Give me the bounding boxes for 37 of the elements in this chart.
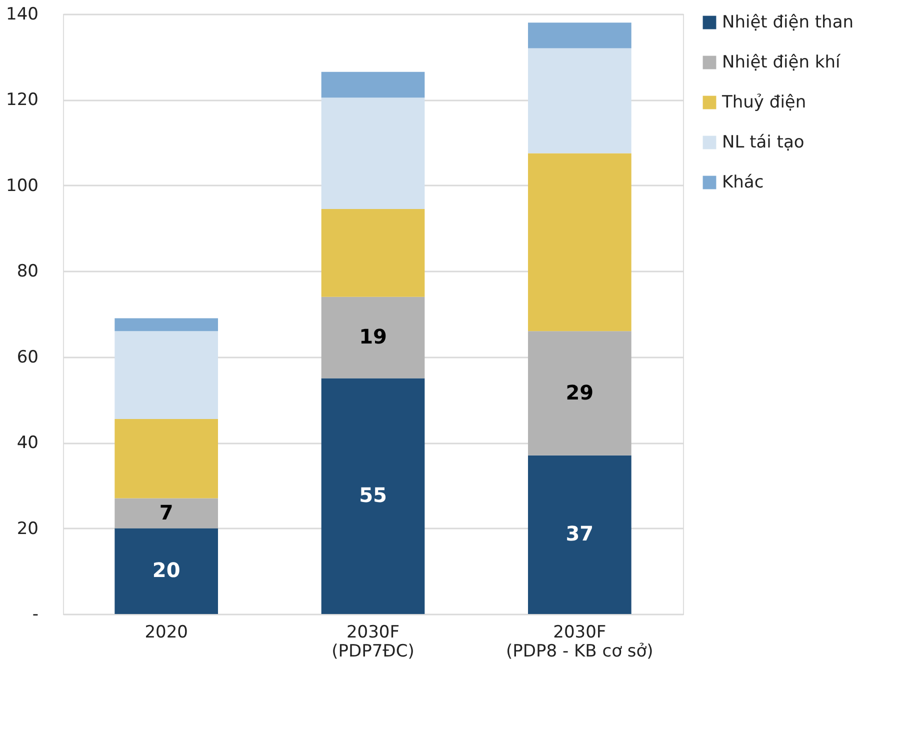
y-tick-label: 20 xyxy=(16,518,38,539)
y-tick-label: 80 xyxy=(16,262,38,282)
bar xyxy=(528,455,632,614)
bar xyxy=(528,48,632,154)
data-label: 19 xyxy=(359,324,387,349)
legend-label: Nhiệt điện than xyxy=(722,12,854,32)
legend-label: Thuỷ điện xyxy=(721,92,806,112)
x-tick-label: 2020 xyxy=(144,622,188,642)
legend-label: NL tái tạo xyxy=(722,132,804,152)
bar xyxy=(321,98,425,209)
y-tick-label: 120 xyxy=(6,90,38,110)
legend-label: Nhiệt điện khí xyxy=(722,52,842,72)
data-label: 29 xyxy=(566,380,594,404)
bar xyxy=(114,419,218,498)
data-label: 37 xyxy=(566,522,594,546)
y-tick-label: - xyxy=(32,604,38,624)
bar xyxy=(528,153,632,332)
legend-label: Khác xyxy=(722,172,764,192)
data-label: 7 xyxy=(159,500,174,524)
bar xyxy=(321,209,425,297)
bar xyxy=(114,331,218,419)
bar xyxy=(321,296,425,378)
data-label: 55 xyxy=(359,483,387,508)
x-tick-label: 2030F (PDP8 - KB cơ sở) xyxy=(506,622,654,662)
bar xyxy=(528,331,632,456)
x-tick-label: 2030F (PDP7ĐC) xyxy=(332,622,414,662)
bar xyxy=(114,318,218,332)
bar xyxy=(528,22,632,48)
y-tick-label: 60 xyxy=(16,347,38,368)
y-tick-label: 100 xyxy=(6,176,38,196)
y-tick-label: 140 xyxy=(6,4,38,24)
bar xyxy=(114,528,218,614)
bar xyxy=(321,72,425,98)
bar xyxy=(114,498,218,528)
data-label: 20 xyxy=(152,558,180,582)
bar xyxy=(321,378,425,614)
y-tick-label: 40 xyxy=(16,433,38,454)
